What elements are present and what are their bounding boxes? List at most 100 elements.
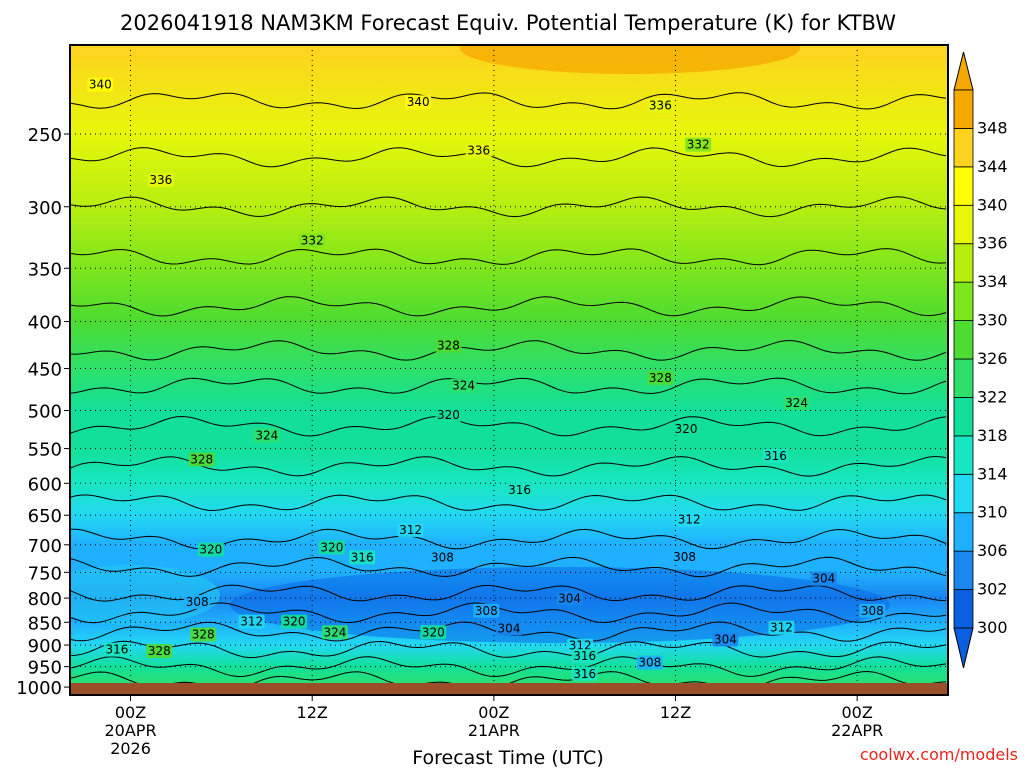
contour-line — [70, 415, 947, 437]
colorbar-bottom-arrow — [953, 627, 974, 669]
contour-label: 316 — [105, 643, 128, 657]
contour-label: 304 — [812, 572, 835, 586]
colorbar-label: 334 — [977, 272, 1008, 291]
colorbar-swatch — [953, 320, 974, 360]
contour-label-bg — [429, 550, 456, 565]
colorbar-label: 326 — [977, 349, 1008, 368]
contour-label: 320 — [320, 540, 343, 554]
contour-label: 328 — [649, 371, 672, 385]
contour-label-bg — [190, 627, 217, 642]
x-axis-label: Forecast Time (UTC) — [412, 747, 603, 768]
x-tick-label: 12Z — [660, 703, 691, 722]
contour-label-bg — [647, 98, 674, 113]
contour-line — [70, 584, 947, 602]
credit-text: coolwx.com/models — [860, 745, 1018, 764]
contour-label: 316 — [573, 649, 596, 663]
contour-label: 320 — [437, 408, 460, 422]
x-tick-label: 21APR — [468, 721, 520, 740]
contour-label: 304 — [714, 633, 737, 647]
colorbar-swatch — [953, 550, 974, 590]
contour-label-bg — [810, 571, 837, 586]
y-tick-label: 300 — [28, 198, 62, 219]
y-tick-label: 600 — [28, 474, 62, 495]
colorbar-swatch — [953, 128, 974, 168]
contour-label-bg — [435, 338, 462, 353]
contour-label: 316 — [508, 483, 531, 497]
contour-label: 340 — [407, 95, 430, 109]
contour-label-bg — [685, 137, 712, 152]
colorbar-label: 306 — [977, 541, 1008, 560]
contour-label: 316 — [764, 449, 787, 463]
contour-line — [70, 147, 947, 168]
colorbar-label: 314 — [977, 464, 1008, 483]
colorbar-swatch — [953, 243, 974, 283]
x-tick-label: 00Z — [478, 703, 509, 722]
ground-strip — [70, 683, 948, 695]
contour-label: 308 — [861, 604, 884, 618]
contour-label: 336 — [149, 173, 172, 187]
contour-label-bg — [397, 523, 424, 538]
contour-label-bg — [405, 95, 432, 110]
y-tick-label: 1000 — [16, 678, 62, 699]
contour-label-bg — [647, 370, 674, 385]
contour-label-bg — [103, 642, 130, 657]
contour-label-bg — [184, 595, 211, 610]
contour-label: 320 — [422, 625, 445, 639]
contour-label: 328 — [192, 628, 215, 642]
colorbar-swatch — [953, 473, 974, 514]
contour-label-bg — [496, 621, 522, 636]
contour-labels: 340 340 336 336 336 332 332 328 328 324 324 324 320 3… — [87, 77, 886, 681]
x-tick-label: 12Z — [297, 703, 328, 722]
contour-line — [70, 556, 947, 578]
contour-label-bg — [673, 421, 700, 436]
y-tick-label: 800 — [28, 589, 62, 610]
colorbar-swatch — [953, 589, 974, 629]
contour-line — [70, 296, 947, 317]
contour-label-bg — [506, 482, 533, 497]
y-tick-label: 350 — [28, 259, 62, 280]
x-tick-label: 20APR — [105, 721, 157, 740]
contour-label-bg — [321, 625, 348, 640]
colorbar-label: 302 — [977, 580, 1008, 599]
contour-label: 304 — [558, 592, 581, 606]
contour-label-bg — [671, 549, 698, 564]
contour-label: 312 — [399, 523, 422, 537]
colorbar-swatch — [953, 358, 974, 398]
y-tick-label: 750 — [28, 563, 62, 584]
contour-label: 320 — [675, 422, 698, 436]
contour-label: 336 — [649, 99, 672, 113]
contour-label: 308 — [638, 656, 661, 670]
contour-label-bg — [783, 395, 810, 410]
contour-label-bg — [859, 603, 886, 618]
y-tick-label: 500 — [28, 402, 62, 423]
colorbar-swatch — [953, 204, 974, 245]
contour-label: 332 — [687, 138, 710, 152]
contour-label: 304 — [498, 622, 521, 636]
warm-cap — [460, 45, 800, 74]
contour-label: 320 — [283, 615, 306, 629]
contour-label-bg — [87, 77, 114, 92]
colorbar-swatch — [953, 166, 974, 206]
contour-line — [70, 602, 947, 624]
contour-line — [70, 494, 947, 512]
contour-label-bg — [349, 550, 376, 565]
colorbar-swatch — [953, 397, 974, 437]
contour-label: 336 — [467, 144, 490, 158]
contour-label: 324 — [323, 625, 346, 639]
chart-title: 2026041918 NAM3KM Forecast Equiv. Potent… — [120, 11, 896, 35]
contour-label: 340 — [89, 78, 112, 92]
contour-label: 308 — [475, 604, 498, 618]
contour-label-bg — [676, 512, 703, 527]
contour-label-bg — [420, 625, 447, 640]
contour-label-bg — [768, 620, 795, 635]
contour-label-bg — [636, 655, 663, 670]
contour-label: 328 — [148, 644, 171, 658]
contour-line — [70, 92, 947, 110]
contour-label: 312 — [240, 615, 263, 629]
x-tick-label: 00Z — [842, 703, 873, 722]
contour-label: 328 — [190, 452, 213, 466]
grid-lines — [70, 45, 948, 695]
y-tick-label: 850 — [28, 613, 62, 634]
contour-label-bg — [197, 542, 224, 557]
